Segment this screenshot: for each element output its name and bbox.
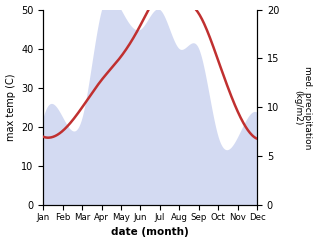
X-axis label: date (month): date (month) (111, 227, 189, 237)
Y-axis label: med. precipitation
(kg/m2): med. precipitation (kg/m2) (293, 66, 313, 149)
Y-axis label: max temp (C): max temp (C) (5, 74, 16, 141)
